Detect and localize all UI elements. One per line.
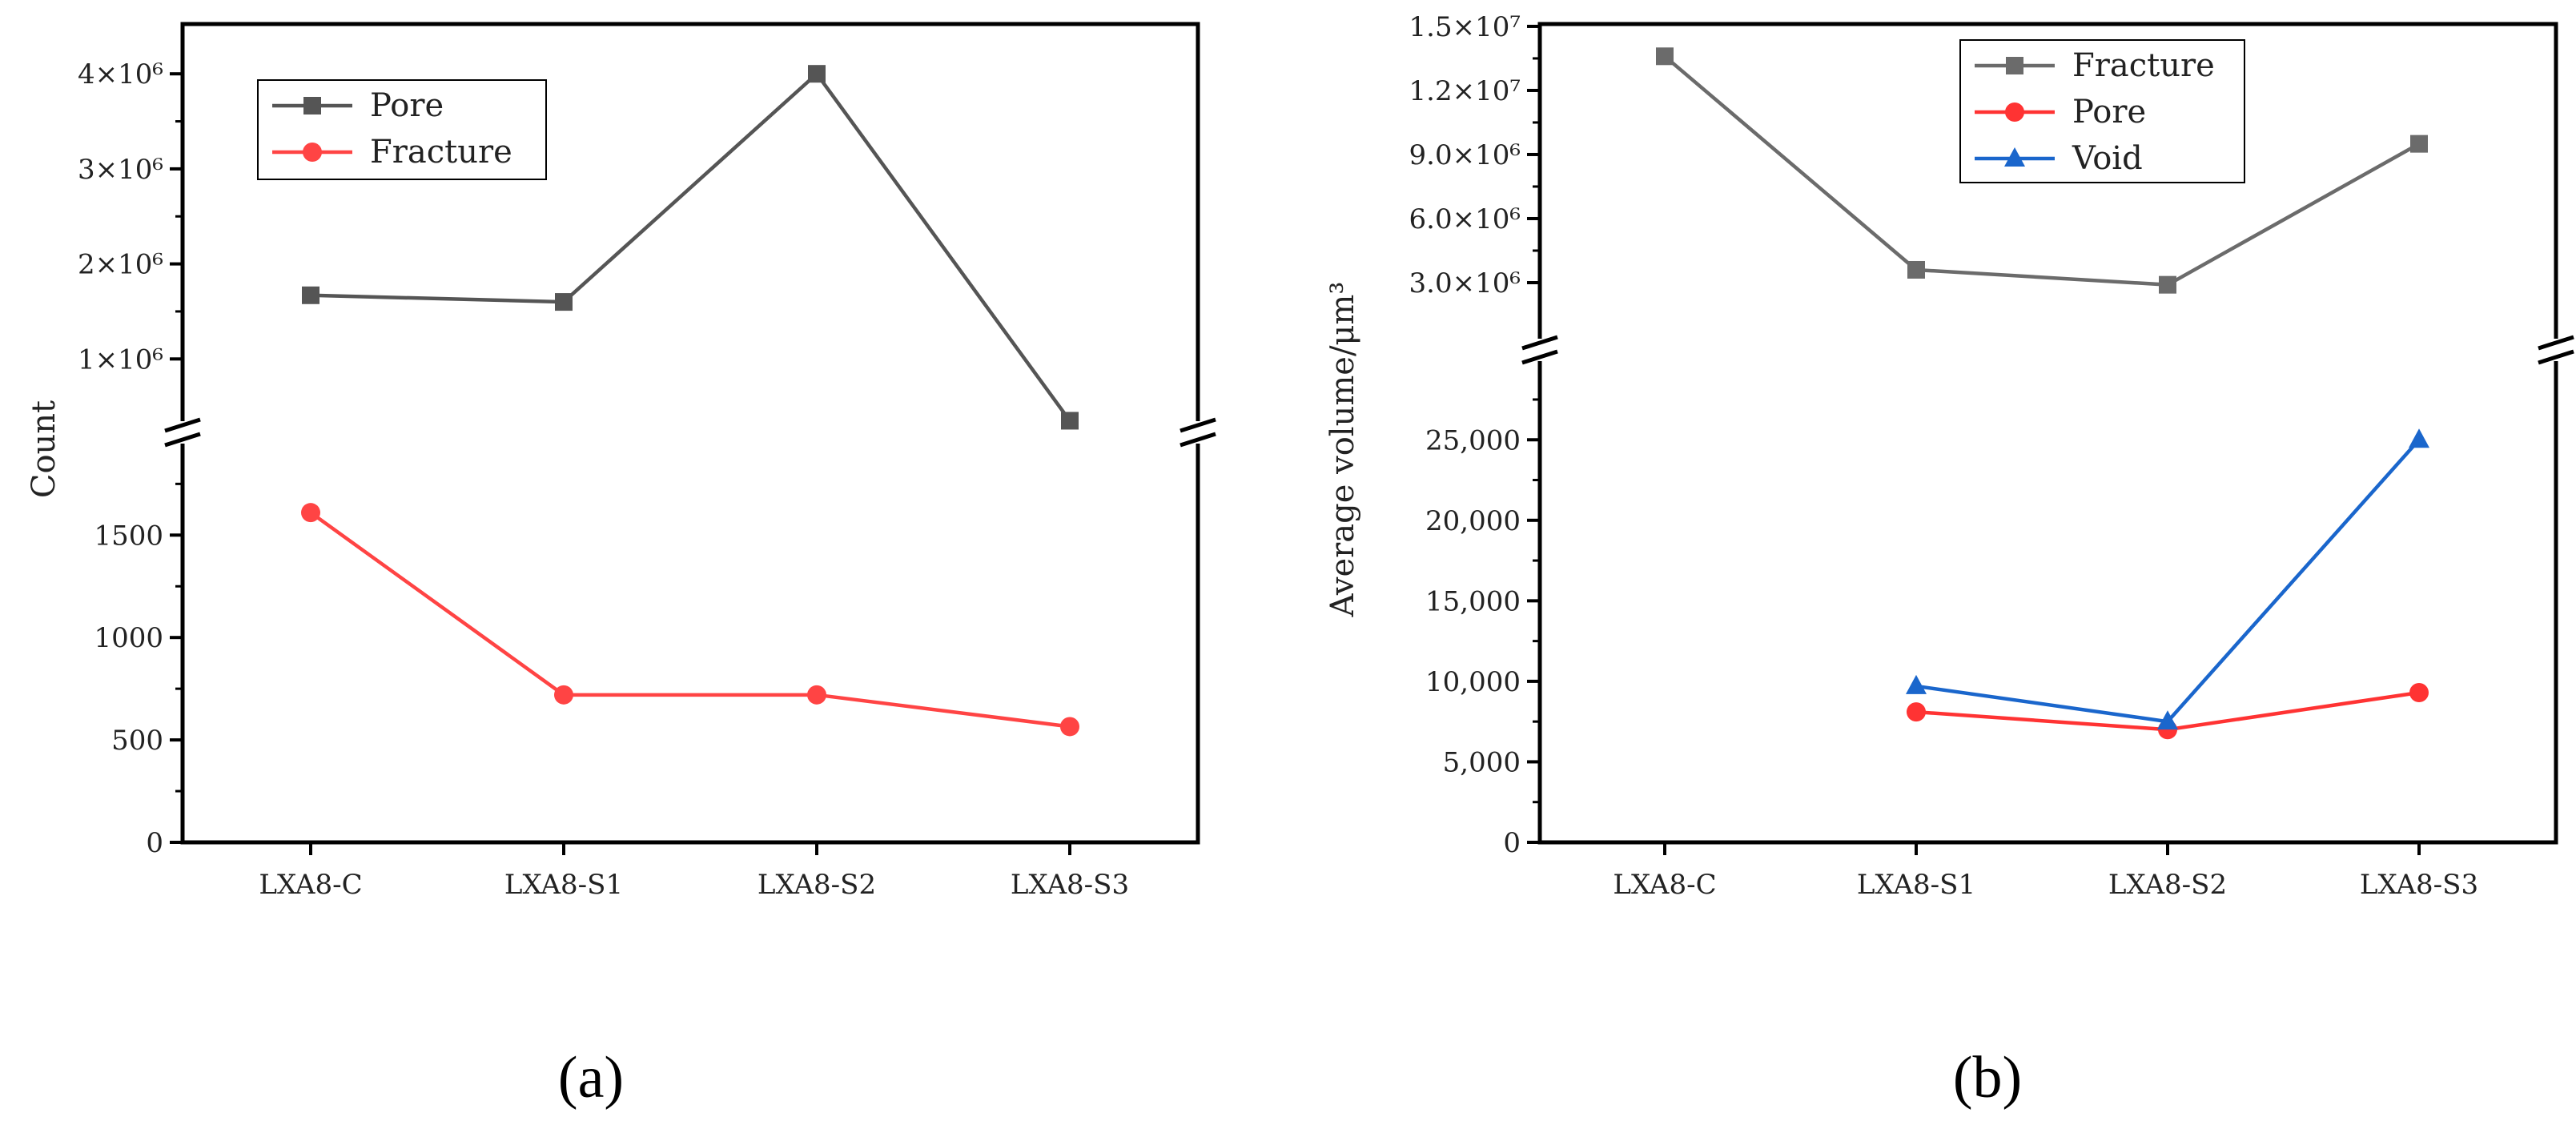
data-point (1907, 702, 1926, 722)
legend-marker (303, 97, 321, 115)
data-point (2409, 428, 2429, 448)
data-point (555, 293, 573, 311)
y-tick-label: 10,000 (1425, 666, 1521, 698)
legend-marker (2006, 57, 2023, 74)
y-tick-label: 2×10⁶ (78, 249, 163, 281)
panel-label: (a) (558, 1045, 624, 1111)
x-tick-label: LXA8-S2 (758, 869, 876, 901)
chart-panel-a: 1×10⁶ 2×10⁶ 3×10⁶ 4×10⁶ 0 500 1000 1500 LXA8-C LX… (26, 22, 1216, 1111)
legend-label: Pore (2072, 94, 2146, 131)
legend-marker (303, 143, 322, 162)
y-tick-label: 1500 (94, 520, 163, 552)
data-point (1656, 47, 1674, 66)
axis-break-mark (2538, 349, 2574, 365)
y-axis-title: Count (26, 400, 62, 498)
chart-panel-b: 3.0×10⁶ 6.0×10⁶ 9.0×10⁶ 1.2×10⁷ 1.5×10⁷ 0 5,00… (1324, 11, 2574, 1111)
y-tick-label: 20,000 (1425, 505, 1521, 537)
legend: Pore Fracture (257, 79, 547, 180)
y-axis-title: Average volume/μm³ (1324, 282, 1361, 618)
legend-marker (2004, 147, 2025, 167)
y-tick-label: 1.5×10⁷ (1409, 11, 1521, 43)
legend-label: Fracture (2072, 47, 2215, 84)
legend-box (257, 79, 547, 180)
y-tick-label: 3.0×10⁶ (1409, 267, 1521, 299)
panel-label: (b) (1953, 1045, 2022, 1111)
y-tick-label: 1000 (94, 622, 163, 654)
data-point (2159, 275, 2176, 294)
data-point (2157, 710, 2178, 730)
series-line-fracture (1663, 54, 2421, 287)
y-tick-label: 9.0×10⁶ (1409, 139, 1521, 171)
y-tick-label: 500 (111, 725, 163, 757)
series-line-fracture (309, 511, 1071, 729)
x-tick-label: LXA8-C (1613, 869, 1716, 901)
y-tick-label: 1×10⁶ (78, 344, 163, 376)
y-tick-label: 4×10⁶ (78, 58, 163, 90)
series-line-pore (310, 70, 1071, 422)
axis-break-mark (1179, 432, 1216, 448)
y-tick-label: 6.0×10⁶ (1409, 203, 1521, 235)
data-point (301, 503, 320, 523)
data-point (302, 286, 319, 304)
plot-frame (1537, 22, 2558, 845)
x-tick-label: LXA8-S3 (2360, 869, 2478, 901)
series-line-void (1915, 438, 2421, 724)
data-point (808, 65, 826, 83)
axis-break-mark (164, 417, 201, 433)
legend-label: Void (2072, 140, 2143, 177)
y-tick-label: 25,000 (1425, 424, 1521, 456)
axis-break-mark (1521, 335, 1558, 351)
x-tick-label: LXA8-S1 (504, 869, 623, 901)
legend: Fracture Pore Void (1959, 39, 2245, 183)
y-tick-label: 1.2×10⁷ (1409, 75, 1521, 107)
data-point (1060, 717, 1079, 737)
data-point (807, 685, 826, 705)
y-tick-label: 5,000 (1443, 746, 1521, 778)
x-tick-label: LXA8-S1 (1857, 869, 1975, 901)
y-tick-label: 3×10⁶ (78, 154, 163, 186)
data-point (1061, 412, 1079, 430)
data-point (2410, 135, 2428, 153)
legend-label: Fracture (370, 134, 512, 171)
axis-break-mark (164, 432, 201, 448)
axis-break-mark (2538, 335, 2574, 351)
y-tick-label: 0 (1503, 827, 1521, 859)
axis-break-mark (1179, 417, 1216, 433)
x-tick-label: LXA8-S2 (2108, 869, 2227, 901)
x-tick-label: LXA8-S3 (1011, 869, 1129, 901)
data-point (1907, 260, 1925, 279)
x-tick-label: LXA8-C (259, 869, 362, 901)
data-point (554, 685, 573, 705)
legend-marker (2005, 102, 2024, 122)
y-tick-label: 0 (146, 827, 163, 859)
y-tick-label: 15,000 (1425, 585, 1521, 617)
axis-break-mark (1521, 349, 1558, 365)
data-point (2409, 682, 2429, 702)
data-point (1906, 674, 1927, 694)
legend-label: Pore (370, 87, 444, 124)
